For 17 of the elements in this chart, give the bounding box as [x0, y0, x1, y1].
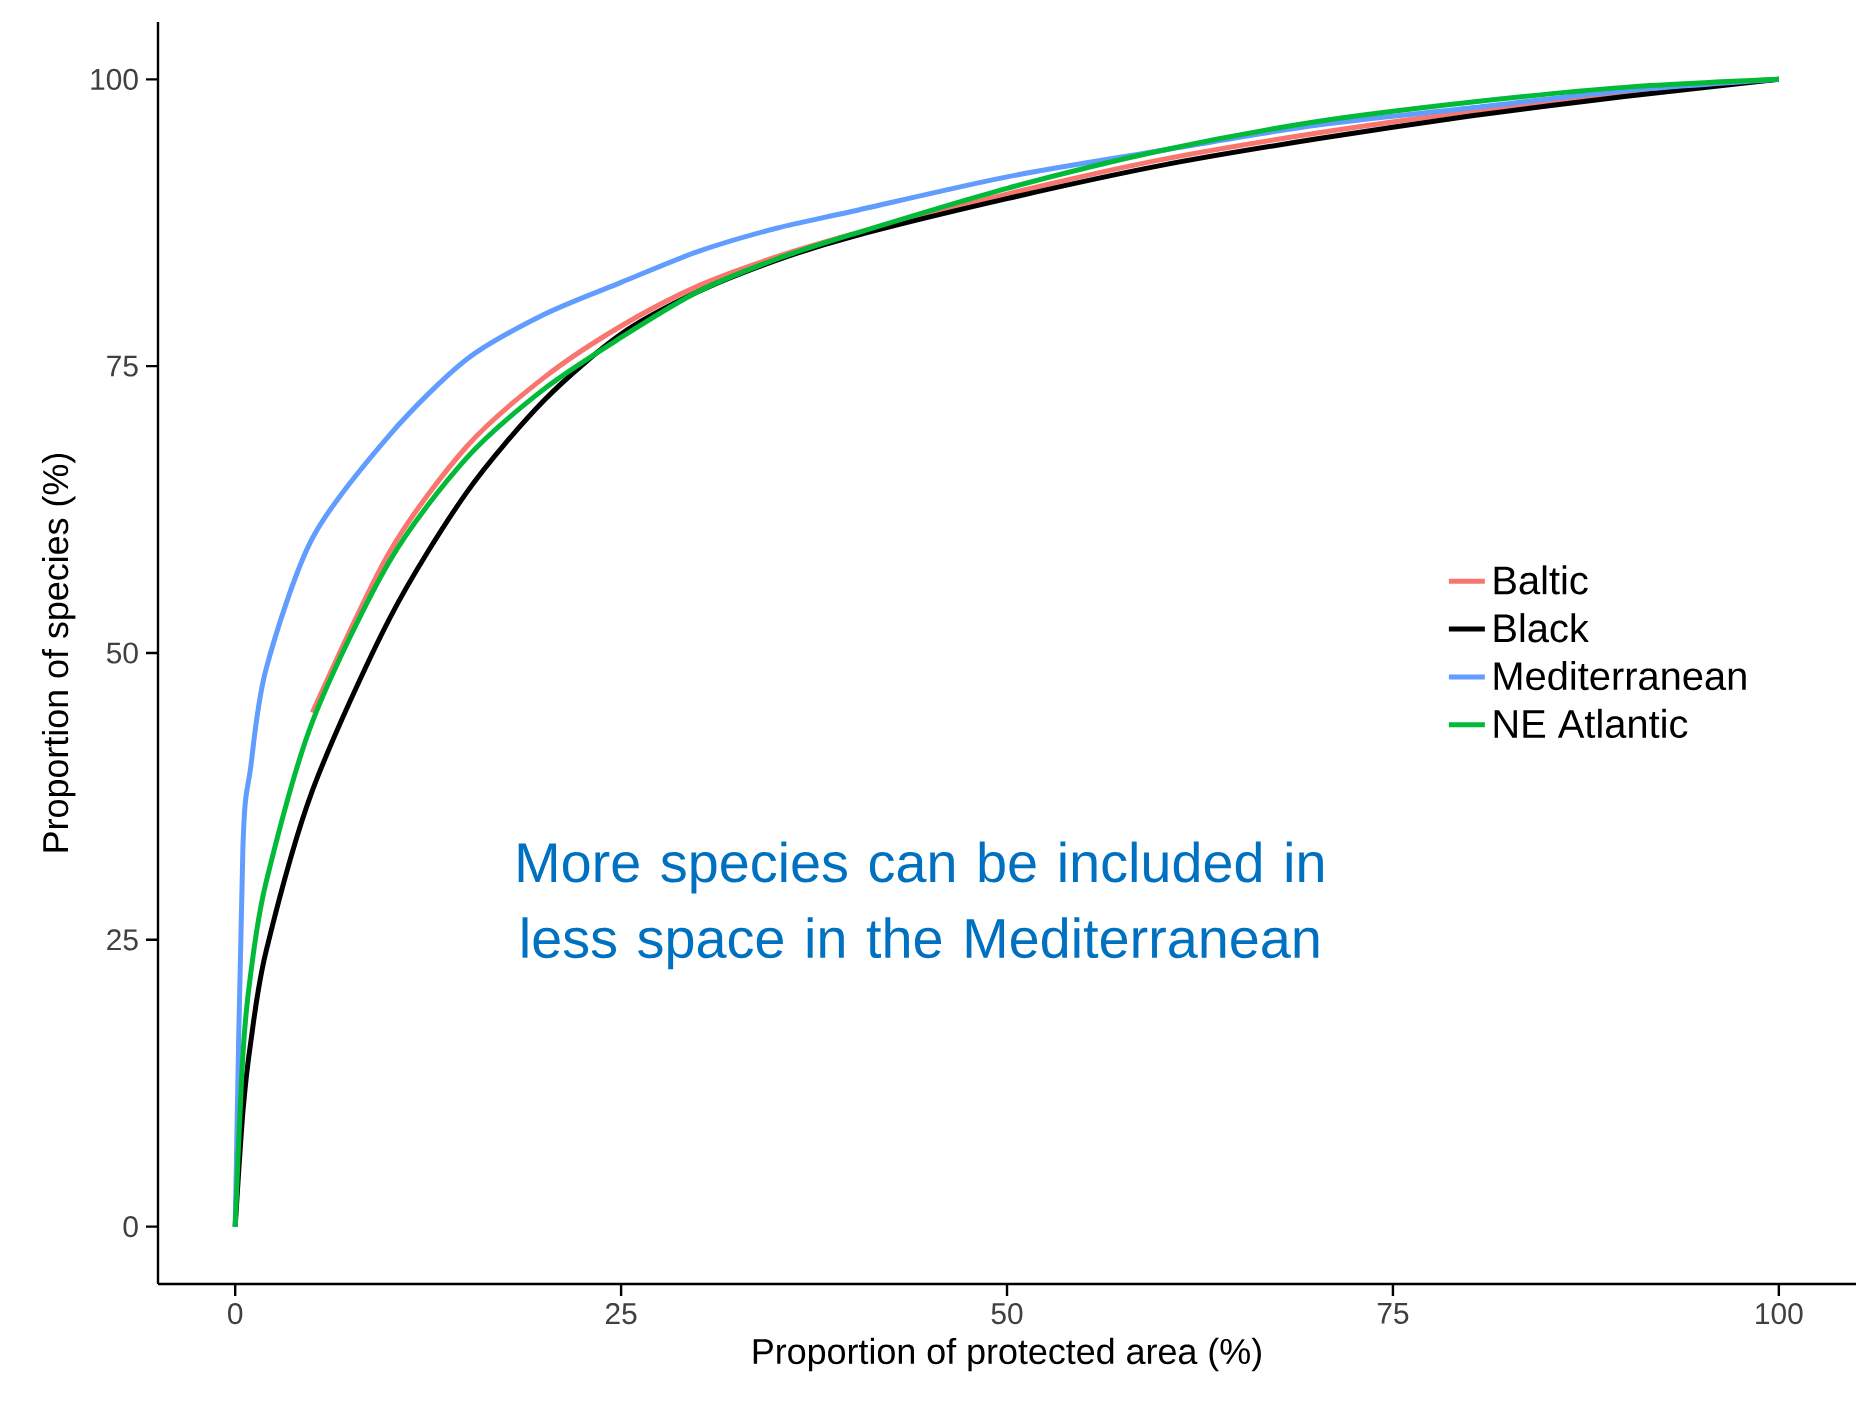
x-tick-label: 25: [605, 1303, 637, 1325]
annotation: More species can be included in less space in the Mediterranean: [518, 841, 1323, 970]
y-axis-title: Proportion of species (%): [41, 453, 76, 852]
x-tick-label: 75: [1377, 1303, 1409, 1324]
x-axis-title: Proportion of protected area (%): [753, 1337, 1261, 1372]
legend-label: Mediterranean: [1494, 660, 1746, 691]
y-tick-label: 0: [123, 1216, 138, 1238]
legend-label: NE Atlantic: [1494, 708, 1688, 739]
legend-label: Black: [1494, 613, 1589, 643]
x-tick-label: 100: [1756, 1303, 1803, 1325]
y-tick-label: 50: [106, 642, 138, 664]
legend-label: Baltic: [1494, 565, 1588, 595]
y-tick-label: 25: [107, 929, 138, 951]
x-tick-label: 50: [991, 1303, 1023, 1325]
y-tick-label: 100: [91, 68, 138, 90]
y-tick-label: 75: [107, 355, 138, 377]
x-tick-label: 0: [228, 1303, 243, 1325]
